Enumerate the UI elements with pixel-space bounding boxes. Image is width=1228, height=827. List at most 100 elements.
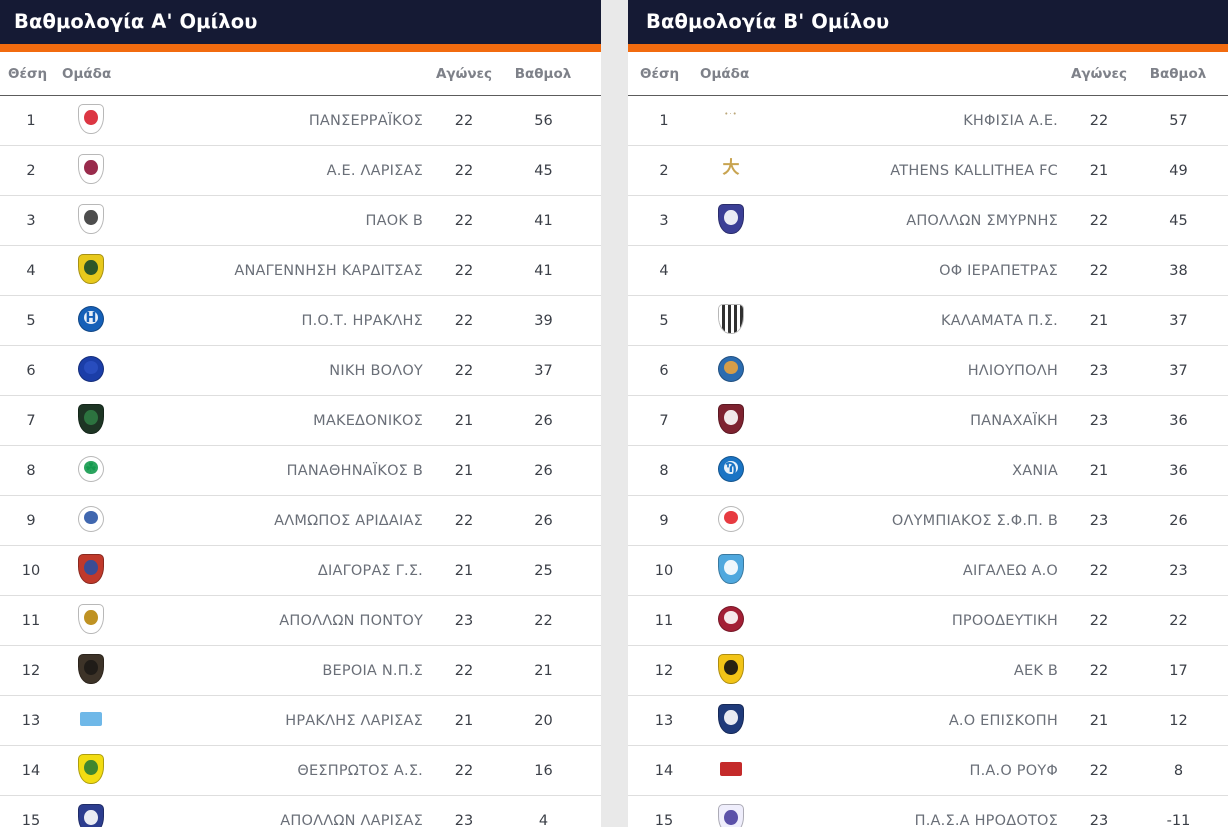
cell-team-name[interactable]: ΘΕΣΠΡΩΤΟΣ Α.Σ. (120, 745, 425, 796)
table-row[interactable]: 11 ΑΠΟΛΛΩΝ ΠΟΝΤΟΥ 23 22 (0, 595, 601, 646)
cell-team-name[interactable]: ΑΝΑΓΕΝΝΗΣΗ ΚΑΡΔΙΤΣΑΣ (120, 245, 425, 296)
table-row[interactable]: 5 ΚΑΛΑΜΑΤΑ Π.Σ. 21 37 (628, 295, 1228, 346)
cell-games: 21 (425, 545, 503, 596)
cell-team-name[interactable]: ΠΑΟΚ Β (120, 195, 425, 246)
kalamata-crest (718, 303, 744, 334)
table-row[interactable]: 14 ΘΕΣΠΡΩΤΟΣ Α.Σ. 22 16 (0, 745, 601, 796)
table-row[interactable]: 4 ΟΦ ΙΕΡΑΠΕΤΡΑΣ 22 38 (628, 245, 1228, 296)
table-row[interactable]: 2 Α.Ε. ΛΑΡΙΣΑΣ 22 45 (0, 145, 601, 196)
cell-team-name[interactable]: ΗΡΑΚΛΗΣ ΛΑΡΙΣΑΣ (120, 695, 425, 746)
table-row[interactable]: 10 ΔΙΑΓΟΡΑΣ Γ.Σ. 21 25 (0, 545, 601, 596)
table-row[interactable]: 11 ΠΡΟΟΔΕΥΤΙΚΗ 22 22 (628, 595, 1228, 646)
table-row[interactable]: 6 ΗΛΙΟΥΠΟΛΗ 23 37 (628, 345, 1228, 396)
cell-games: 23 (425, 795, 503, 827)
cell-position: 6 (628, 345, 700, 396)
cell-games: 21 (425, 445, 503, 496)
table-row[interactable]: 9 ΑΛΜΩΠΟΣ ΑΡΙΔΑΙΑΣ 22 26 (0, 495, 601, 546)
column-header-team[interactable]: Ομάδα (62, 52, 120, 96)
cell-position: 14 (628, 745, 700, 796)
cell-team-crest (700, 395, 762, 446)
cell-team-crest (700, 695, 762, 746)
cell-team-name[interactable]: ΚΗΦΙΣΙΑ Α.Ε. (762, 95, 1060, 146)
table-row[interactable]: 9 ΟΛΥΜΠΙΑΚΟΣ Σ.Φ.Π. Β 23 26 (628, 495, 1228, 546)
cell-games: 22 (425, 195, 503, 246)
table-row[interactable]: 12 ΑΕΚ Β 22 17 (628, 645, 1228, 696)
cell-games: 22 (425, 645, 503, 696)
column-header-games[interactable]: Αγώνες (425, 52, 503, 96)
cell-team-name[interactable]: ΑΠΟΛΛΩΝ ΠΟΝΤΟΥ (120, 595, 425, 646)
table-row[interactable]: 10 ΑΙΓΑΛΕΩ Α.Ο 22 23 (628, 545, 1228, 596)
cell-games: 22 (425, 745, 503, 796)
cell-team-name[interactable]: ΜΑΚΕΔΟΝΙΚΟΣ (120, 395, 425, 446)
cell-position: 10 (628, 545, 700, 596)
table-row[interactable]: 1 ΠΑΝΣΕΡΡΑΪΚΟΣ 22 56 (0, 95, 601, 146)
cell-position: 2 (0, 145, 62, 196)
table-row[interactable]: 5 H Π.Ο.Τ. ΗΡΑΚΛΗΣ 22 39 (0, 295, 601, 346)
cell-team-name[interactable]: ΑΛΜΩΠΟΣ ΑΡΙΔΑΙΑΣ (120, 495, 425, 546)
cell-team-name[interactable]: ΟΦ ΙΕΡΑΠΕΤΡΑΣ (762, 245, 1060, 296)
cell-team-name[interactable]: ΠΡΟΟΔΕΥΤΙΚΗ (762, 595, 1060, 646)
table-row[interactable]: 13 Α.Ο ΕΠΙΣΚΟΠΗ 21 12 (628, 695, 1228, 746)
niki-volou-crest (78, 354, 104, 384)
column-header-points[interactable]: Βαθμολ (503, 52, 601, 96)
cell-points: 17 (1138, 645, 1228, 696)
table-row[interactable]: 8 Ϡ ΧΑΝΙΑ 21 36 (628, 445, 1228, 496)
table-row[interactable]: 6 ΝΙΚΗ ΒΟΛΟΥ 22 37 (0, 345, 601, 396)
table-row[interactable]: 15 ΑΠΟΛΛΩΝ ΛΑΡΙΣΑΣ 23 4 (0, 795, 601, 827)
cell-position: 1 (0, 95, 62, 146)
makedonikos-crest (78, 403, 104, 434)
cell-games: 23 (1060, 345, 1138, 396)
table-row[interactable]: 7 ΠΑΝΑΧΑΪΚΗ 23 36 (628, 395, 1228, 446)
table-row[interactable]: 13 ΗΡΑΚΛΗΣ ΛΑΡΙΣΑΣ 21 20 (0, 695, 601, 746)
table-row[interactable]: 4 ΑΝΑΓΕΝΝΗΣΗ ΚΑΡΔΙΤΣΑΣ 22 41 (0, 245, 601, 296)
cell-team-name[interactable]: ΚΑΛΑΜΑΤΑ Π.Σ. (762, 295, 1060, 346)
irodotos-crest (718, 803, 744, 827)
table-row[interactable]: 7 ΜΑΚΕΔΟΝΙΚΟΣ 21 26 (0, 395, 601, 446)
cell-team-name[interactable]: ΧΑΝΙΑ (762, 445, 1060, 496)
cell-position: 12 (628, 645, 700, 696)
cell-position: 12 (0, 645, 62, 696)
column-header-team[interactable]: Ομάδα (700, 52, 762, 96)
cell-position: 1 (628, 95, 700, 146)
cell-team-name[interactable]: Π.Ο.Τ. ΗΡΑΚΛΗΣ (120, 295, 425, 346)
column-header-position[interactable]: Θέση (0, 52, 62, 96)
cell-points: 21 (503, 645, 601, 696)
cell-points: 26 (503, 395, 601, 446)
cell-team-name[interactable]: ATHENS KALLITHEA FC (762, 145, 1060, 196)
cell-team-name[interactable]: ΠΑΝΣΕΡΡΑΪΚΟΣ (120, 95, 425, 146)
cell-team-name[interactable]: ΒΕΡΟΙΑ Ν.Π.Σ (120, 645, 425, 696)
cell-games: 22 (425, 295, 503, 346)
table-row[interactable]: 14 Π.Α.Ο ΡΟΥΦ 22 8 (628, 745, 1228, 796)
cell-team-name[interactable]: ΗΛΙΟΥΠΟΛΗ (762, 345, 1060, 396)
column-header-position[interactable]: Θέση (628, 52, 700, 96)
cell-points: 39 (503, 295, 601, 346)
column-header-points[interactable]: Βαθμολ (1138, 52, 1228, 96)
cell-points: 41 (503, 195, 601, 246)
cell-team-name[interactable]: ΑΙΓΑΛΕΩ Α.Ο (762, 545, 1060, 596)
column-header-games[interactable]: Αγώνες (1060, 52, 1138, 96)
table-row[interactable]: 2 大 ATHENS KALLITHEA FC 21 49 (628, 145, 1228, 196)
cell-team-name[interactable]: Π.Α.Σ.Α ΗΡΟΔΟΤΟΣ (762, 795, 1060, 827)
table-row[interactable]: 12 ΒΕΡΟΙΑ Ν.Π.Σ 22 21 (0, 645, 601, 696)
cell-team-name[interactable]: ΠΑΝΑΧΑΪΚΗ (762, 395, 1060, 446)
cell-team-name[interactable]: ΑΠΟΛΛΩΝ ΛΑΡΙΣΑΣ (120, 795, 425, 827)
cell-team-name[interactable]: ΔΙΑΓΟΡΑΣ Γ.Σ. (120, 545, 425, 596)
table-row[interactable]: 15 Π.Α.Σ.Α ΗΡΟΔΟΤΟΣ 23 -11 (628, 795, 1228, 827)
table-row[interactable]: 3 ΑΠΟΛΛΩΝ ΣΜΥΡΝΗΣ 22 45 (628, 195, 1228, 246)
cell-team-name[interactable]: ΑΠΟΛΛΩΝ ΣΜΥΡΝΗΣ (762, 195, 1060, 246)
table-row[interactable]: 3 ΠΑΟΚ Β 22 41 (0, 195, 601, 246)
cell-team-name[interactable]: ΟΛΥΜΠΙΑΚΟΣ Σ.Φ.Π. Β (762, 495, 1060, 546)
apollon-larisas-crest (78, 803, 104, 827)
table-row[interactable]: 1 •·• ΚΗΦΙΣΙΑ Α.Ε. 22 57 (628, 95, 1228, 146)
cell-points: 45 (1138, 195, 1228, 246)
cell-team-name[interactable]: ΝΙΚΗ ΒΟΛΟΥ (120, 345, 425, 396)
cell-team-name[interactable]: ΠΑΝΑΘΗΝΑΪΚΟΣ Β (120, 445, 425, 496)
cell-games: 22 (1060, 245, 1138, 296)
cell-games: 22 (425, 145, 503, 196)
cell-team-name[interactable]: ΑΕΚ Β (762, 645, 1060, 696)
table-row[interactable]: 8 ☘ ΠΑΝΑΘΗΝΑΪΚΟΣ Β 21 26 (0, 445, 601, 496)
cell-team-name[interactable]: Π.Α.Ο ΡΟΥΦ (762, 745, 1060, 796)
cell-games: 23 (1060, 395, 1138, 446)
cell-team-name[interactable]: Α.Ε. ΛΑΡΙΣΑΣ (120, 145, 425, 196)
cell-team-name[interactable]: Α.Ο ΕΠΙΣΚΟΠΗ (762, 695, 1060, 746)
